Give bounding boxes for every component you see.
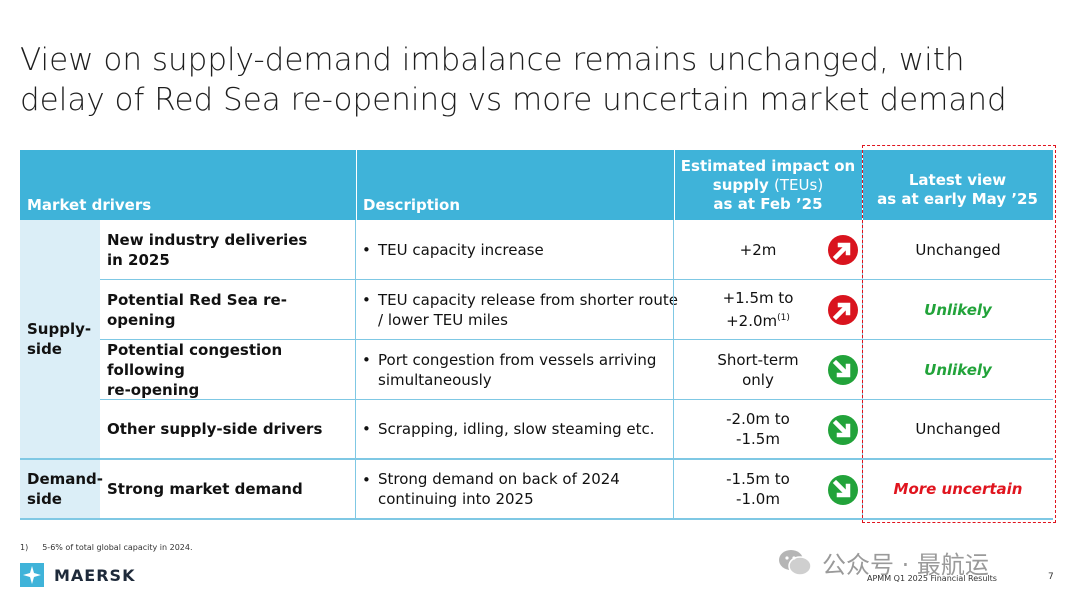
column-divider bbox=[673, 400, 674, 458]
down-green-arrow-icon bbox=[828, 355, 858, 385]
impact-value: -1.5m to -1.0m bbox=[726, 470, 790, 508]
table-row: Strong market demand • Strong demand on … bbox=[100, 460, 1053, 520]
group-demand-side: Demand-side bbox=[20, 460, 103, 520]
title-line-1: View on supply-demand imbalance remains … bbox=[20, 42, 965, 78]
footnote: 1) 5-6% of total global capacity in 2024. bbox=[20, 543, 193, 552]
table-row: Potential Red Sea re-opening • TEU capac… bbox=[100, 280, 1053, 340]
column-divider bbox=[355, 220, 356, 279]
down-green-arrow-icon bbox=[828, 475, 858, 505]
bullet: • bbox=[362, 471, 371, 489]
latest-view-value: Unchanged bbox=[915, 420, 1001, 438]
table-row: Potential congestion following re-opening… bbox=[100, 340, 1053, 400]
maersk-wordmark: MAERSK bbox=[54, 565, 136, 585]
driver-description: • Port congestion from vessels arriving s… bbox=[362, 340, 682, 399]
up-red-arrow-icon bbox=[828, 235, 858, 265]
report-footer: APMM Q1 2025 Financial Results bbox=[867, 574, 997, 583]
column-divider bbox=[355, 280, 356, 339]
header-divider bbox=[674, 150, 675, 220]
impact-value: +2m bbox=[739, 240, 777, 259]
driver-name: New industry deliveries in 2025 bbox=[107, 230, 308, 269]
driver-description: • TEU capacity release from shorter rout… bbox=[362, 280, 682, 339]
bullet: • bbox=[362, 240, 371, 259]
wechat-icon bbox=[779, 549, 812, 576]
driver-name: Potential Red Sea re-opening bbox=[107, 290, 287, 329]
maersk-star-icon bbox=[20, 563, 44, 587]
maersk-logo: MAERSK bbox=[20, 563, 135, 587]
latest-view-value: Unlikely bbox=[924, 360, 992, 379]
driver-description: • TEU capacity increase bbox=[362, 240, 544, 259]
latest-view-value: Unlikely bbox=[924, 300, 992, 319]
driver-name: Potential congestion following re-opening bbox=[107, 340, 283, 399]
driver-description: • Scrapping, idling, slow steaming etc. bbox=[362, 420, 655, 438]
header-latest-view: Latest view as at early May ’25 bbox=[877, 171, 1038, 208]
table-row: Other supply-side drivers • Scrapping, i… bbox=[100, 400, 1053, 460]
header-description: Description bbox=[363, 196, 461, 214]
header-estimated-impact: Estimated impact on supply (TEUs) as at … bbox=[680, 156, 856, 213]
bullet: • bbox=[362, 291, 371, 309]
driver-name: Other supply-side drivers bbox=[107, 420, 323, 438]
impact-value: -2.0m to -1.5m bbox=[726, 410, 790, 448]
column-divider bbox=[673, 220, 674, 279]
header-divider bbox=[356, 150, 357, 220]
page-number: 7 bbox=[1048, 572, 1054, 582]
column-divider bbox=[673, 460, 674, 518]
bullet: • bbox=[362, 420, 371, 438]
page-title: View on supply-demand imbalance remains … bbox=[20, 40, 1060, 120]
column-divider bbox=[355, 400, 356, 458]
column-divider bbox=[673, 280, 674, 339]
table-header: Market drivers Description Estimated imp… bbox=[20, 150, 1053, 220]
latest-view-value: More uncertain bbox=[893, 480, 1023, 498]
driver-name: Strong market demand bbox=[107, 480, 303, 498]
group-supply-side: Supply-side bbox=[20, 220, 100, 460]
down-green-arrow-icon bbox=[828, 415, 858, 445]
column-divider bbox=[673, 340, 674, 399]
up-red-arrow-icon bbox=[828, 295, 858, 325]
impact-value: Short-term only bbox=[717, 350, 799, 389]
latest-view-highlight-box bbox=[862, 145, 1056, 523]
column-divider bbox=[355, 460, 356, 518]
column-divider bbox=[355, 340, 356, 399]
impact-value: +1.5m to +2.0m(1) bbox=[722, 289, 794, 330]
table-row: New industry deliveries in 2025 • TEU cap… bbox=[100, 220, 1053, 280]
header-market-drivers: Market drivers bbox=[27, 196, 152, 214]
driver-description: • Strong demand on back of 2024 continuin… bbox=[362, 460, 682, 518]
wechat-watermark: 公众号 · 最航运 bbox=[778, 545, 989, 580]
title-line-2: delay of Red Sea re-opening vs more unce… bbox=[20, 82, 1007, 118]
latest-view-value: Unchanged bbox=[915, 240, 1001, 259]
bullet: • bbox=[362, 351, 371, 369]
